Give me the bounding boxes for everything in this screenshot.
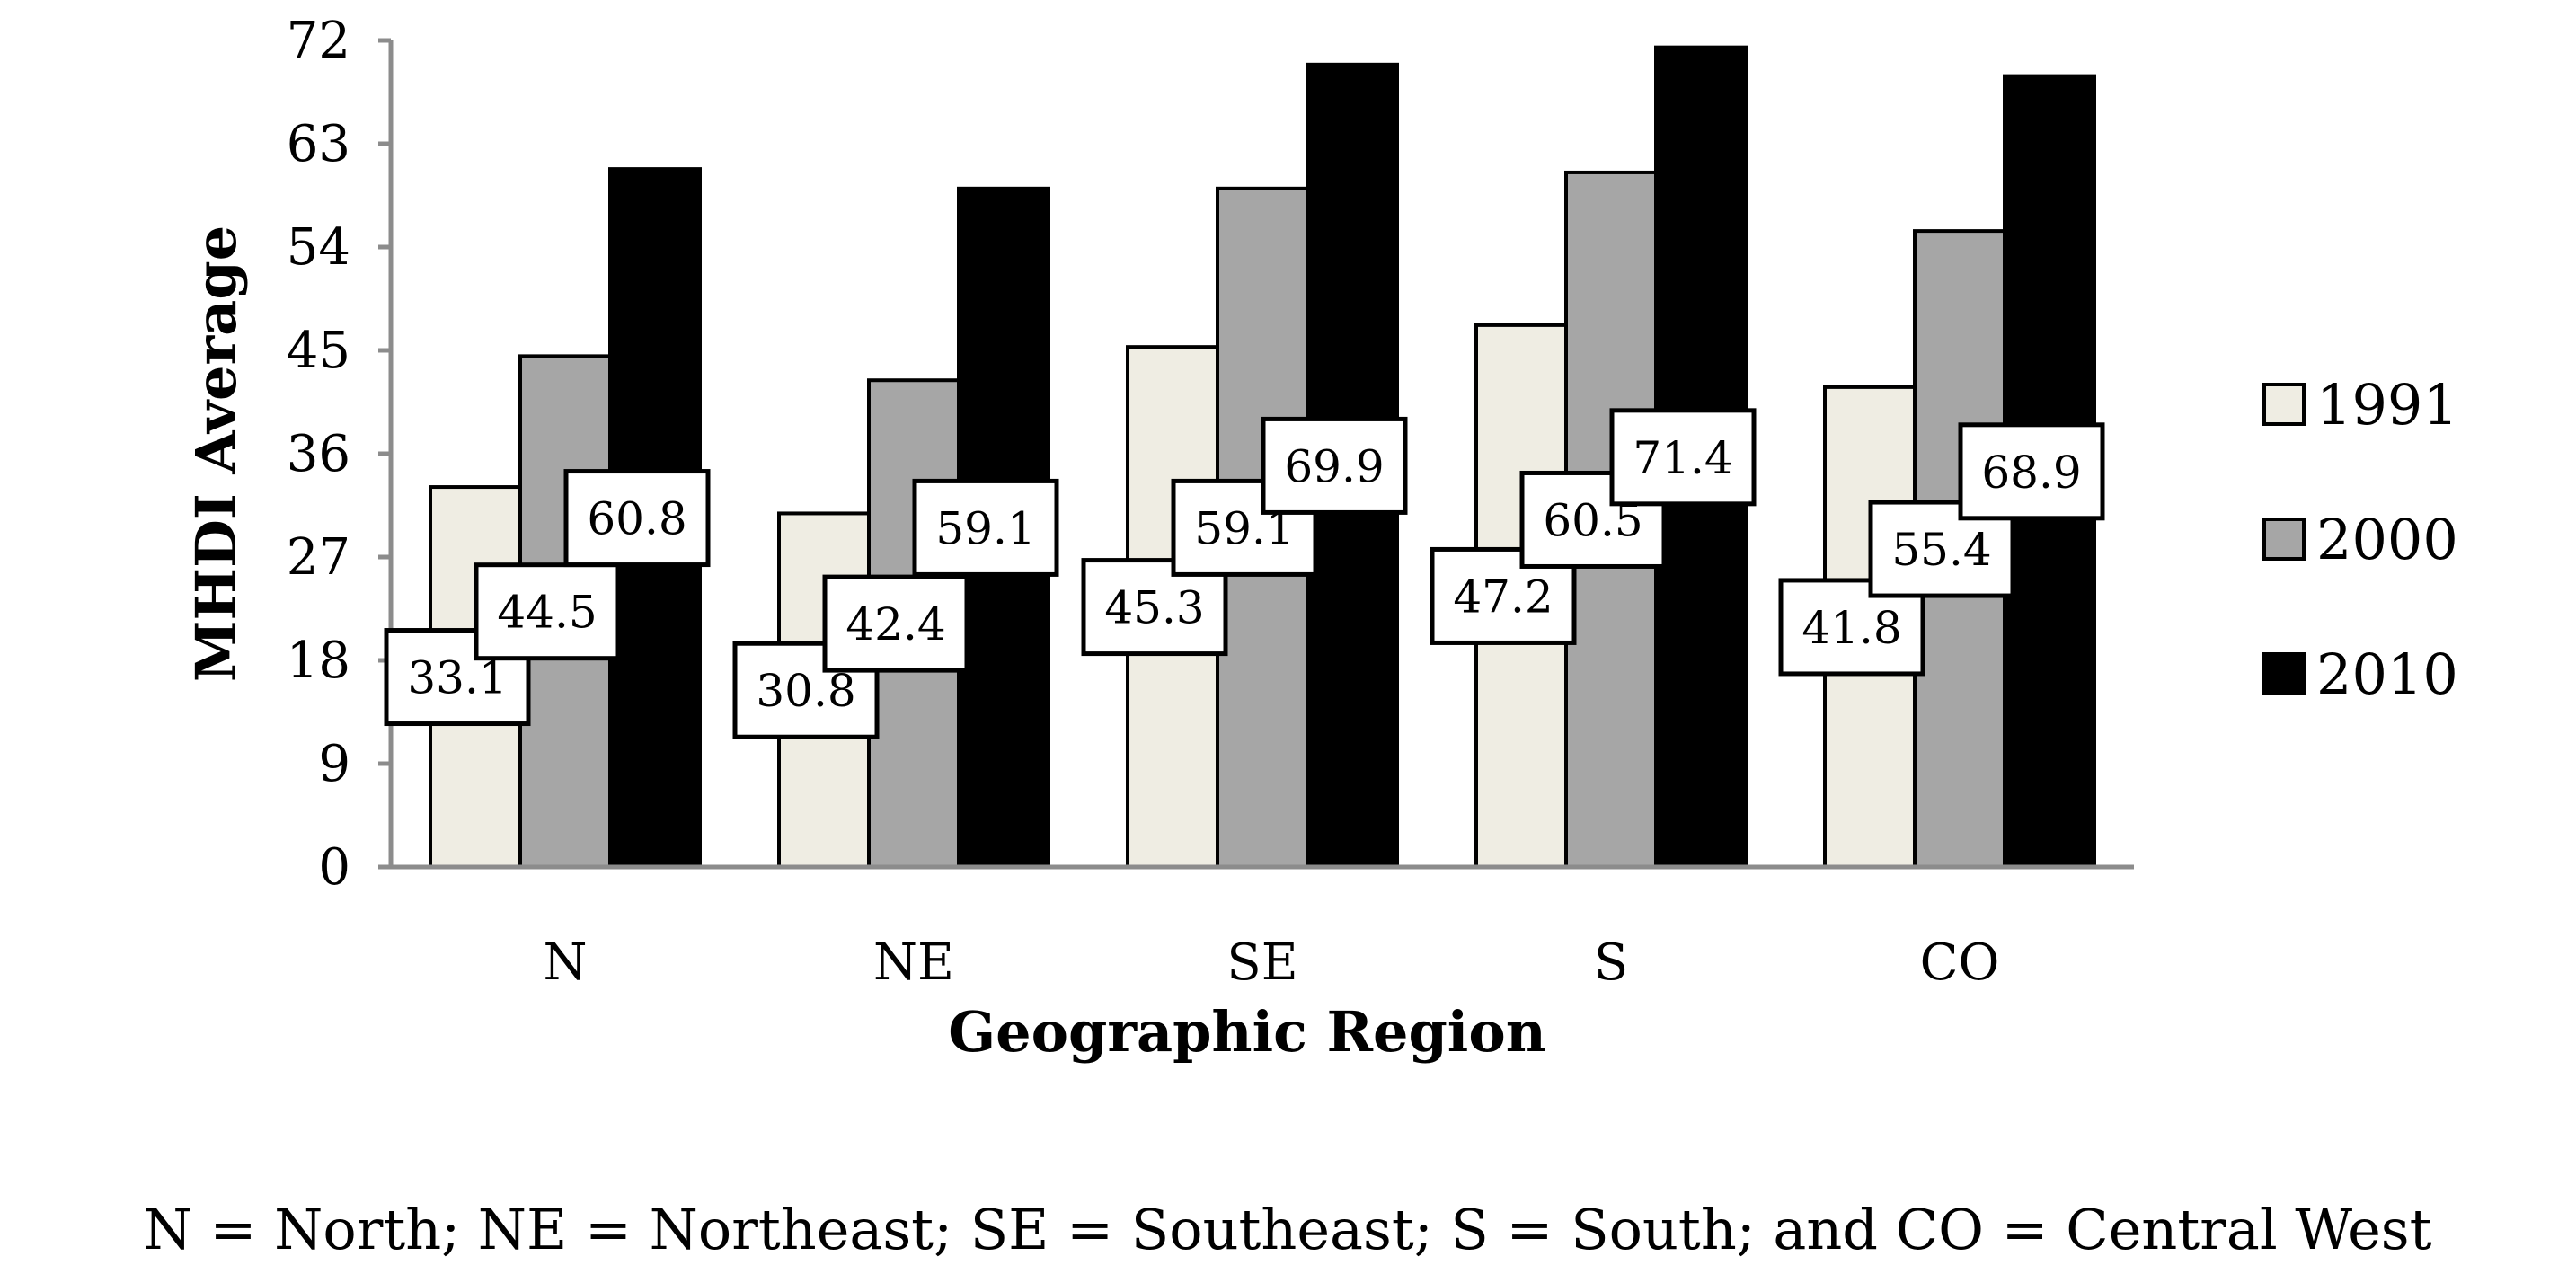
data-label-s-2010: 71.4 <box>1609 408 1757 507</box>
y-tick-label: 54 <box>287 218 350 277</box>
svg-text:42.4: 42.4 <box>845 598 945 650</box>
x-tick-label: CO <box>1920 933 2000 992</box>
svg-text:45.3: 45.3 <box>1104 582 1204 634</box>
svg-text:2010: 2010 <box>2316 641 2458 707</box>
y-tick-label: 27 <box>287 528 350 587</box>
svg-text:69.9: 69.9 <box>1284 440 1384 492</box>
svg-text:2000: 2000 <box>2316 507 2458 572</box>
svg-text:59.1: 59.1 <box>935 502 1035 554</box>
svg-text:60.8: 60.8 <box>587 493 686 545</box>
data-label-ne-1991: 30.8 <box>732 641 880 739</box>
svg-text:1991: 1991 <box>2316 372 2458 438</box>
svg-text:68.9: 68.9 <box>1981 447 2081 499</box>
y-tick-label: 0 <box>318 838 350 897</box>
legend-item-1991: 1991 <box>2262 372 2458 438</box>
x-axis-title: Geographic Region <box>948 999 1546 1065</box>
data-label-co-2000: 55.4 <box>1868 500 2015 598</box>
x-tick-label: N <box>544 933 588 992</box>
x-tick-label: NE <box>873 933 954 992</box>
data-label-se-1991: 45.3 <box>1081 558 1228 657</box>
y-tick-label: 18 <box>287 632 350 690</box>
data-label-n-2000: 44.5 <box>474 562 621 661</box>
svg-text:41.8: 41.8 <box>1801 602 1901 654</box>
data-label-se-2010: 69.9 <box>1261 416 1408 515</box>
data-label-co-2010: 68.9 <box>1958 422 2105 521</box>
footnote: N = North; NE = Northeast; SE = Southeas… <box>144 1197 2432 1262</box>
data-label-co-1991: 41.8 <box>1778 578 1925 677</box>
y-tick-label: 45 <box>287 322 350 380</box>
svg-text:30.8: 30.8 <box>756 665 855 717</box>
y-tick-label: 63 <box>287 115 350 173</box>
y-tick-label: 36 <box>287 425 350 483</box>
data-label-ne-2000: 42.4 <box>822 574 969 673</box>
data-label-n-2010: 60.8 <box>563 469 711 568</box>
legend-item-2010: 2010 <box>2262 641 2458 707</box>
data-label-ne-2010: 59.1 <box>912 478 1059 577</box>
y-axis-title: MHDI Average <box>183 226 249 682</box>
svg-text:71.4: 71.4 <box>1633 432 1732 484</box>
svg-text:47.2: 47.2 <box>1453 571 1553 623</box>
y-tick-label: 9 <box>318 735 350 793</box>
x-tick-label: S <box>1594 933 1628 992</box>
svg-text:55.4: 55.4 <box>1891 524 1991 576</box>
svg-text:44.5: 44.5 <box>497 587 597 639</box>
y-tick-label: 72 <box>287 12 350 70</box>
legend-item-2000: 2000 <box>2262 507 2458 572</box>
x-tick-label: SE <box>1226 933 1297 992</box>
